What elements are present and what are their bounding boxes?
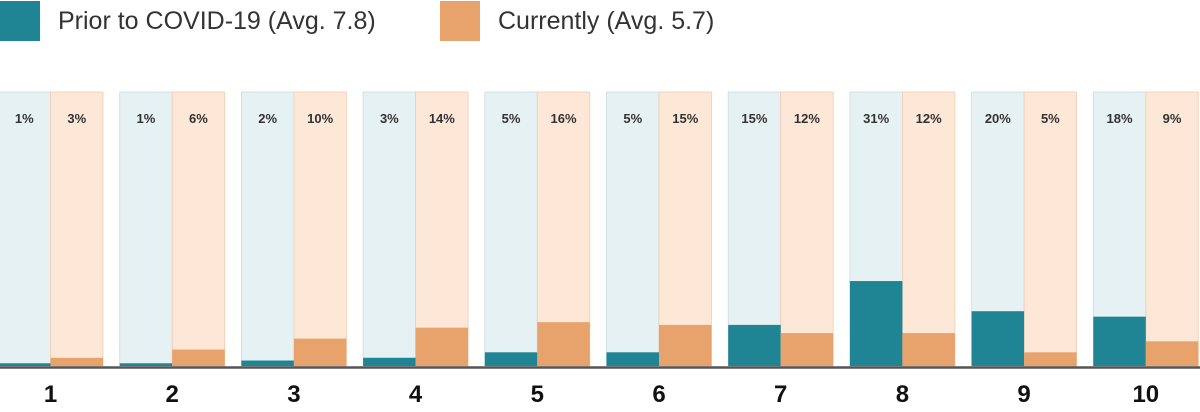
legend-label-prior: Prior to COVID-19 (Avg. 7.8) xyxy=(58,6,376,35)
panel-prior-7 xyxy=(727,91,782,367)
x-tick-label-7: 7 xyxy=(774,381,787,408)
panel-prior-2 xyxy=(119,91,173,367)
panel-current-6 xyxy=(658,91,712,367)
legend-item-prior: Prior to COVID-19 (Avg. 7.8) xyxy=(0,0,376,42)
x-tick-label-8: 8 xyxy=(896,381,909,408)
x-tick-label-2: 2 xyxy=(166,381,179,408)
bar-prior-4 xyxy=(363,357,416,366)
panel-prior-5 xyxy=(484,91,538,367)
data-label-current-3: 10% xyxy=(307,111,333,126)
data-label-prior-7: 15% xyxy=(741,111,767,126)
bar-prior-2 xyxy=(119,363,173,366)
panel-current-5 xyxy=(536,91,591,367)
data-label-current-8: 12% xyxy=(916,111,942,126)
bar-prior-5 xyxy=(484,352,538,366)
legend-swatch-current xyxy=(440,1,480,41)
data-label-current-7: 12% xyxy=(794,111,820,126)
bar-current-2 xyxy=(172,349,225,366)
panel-current-4 xyxy=(415,91,469,367)
bar-current-5 xyxy=(537,322,590,366)
data-label-prior-10: 18% xyxy=(1107,111,1133,126)
data-label-prior-3: 2% xyxy=(258,111,277,126)
panel-current-1 xyxy=(50,91,104,367)
bar-prior-6 xyxy=(606,352,659,366)
bar-current-4 xyxy=(415,327,469,366)
panel-current-7 xyxy=(780,91,834,367)
x-tick-label-5: 5 xyxy=(531,381,544,408)
data-label-prior-8: 31% xyxy=(863,111,889,126)
bar-current-10 xyxy=(1145,341,1199,366)
x-tick-label-6: 6 xyxy=(652,381,665,408)
chart-legend: Prior to COVID-19 (Avg. 7.8) Currently (… xyxy=(0,0,1200,44)
bar-prior-1 xyxy=(0,363,51,366)
panel-current-9 xyxy=(1023,91,1077,367)
bar-prior-3 xyxy=(241,360,294,366)
panel-prior-1 xyxy=(0,91,51,367)
bar-current-7 xyxy=(780,333,834,366)
panel-prior-3 xyxy=(240,91,295,367)
panel-current-10 xyxy=(1145,91,1199,367)
data-label-prior-6: 5% xyxy=(623,111,642,126)
data-label-current-5: 16% xyxy=(551,111,577,126)
bar-prior-10 xyxy=(1093,316,1146,366)
bar-current-6 xyxy=(659,324,712,366)
bar-current-1 xyxy=(50,357,103,366)
data-label-prior-5: 5% xyxy=(502,111,521,126)
bar-prior-7 xyxy=(728,324,781,366)
data-label-current-6: 15% xyxy=(672,111,698,126)
panel-current-8 xyxy=(902,91,956,367)
panel-current-3 xyxy=(293,91,347,367)
x-tick-label-3: 3 xyxy=(287,381,300,408)
bar-current-3 xyxy=(293,338,347,366)
x-tick-label-10: 10 xyxy=(1132,381,1159,408)
panel-prior-6 xyxy=(606,91,660,367)
data-label-prior-2: 1% xyxy=(137,111,156,126)
data-label-current-9: 5% xyxy=(1041,111,1060,126)
legend-item-current: Currently (Avg. 5.7) xyxy=(440,0,714,42)
legend-swatch-prior xyxy=(0,1,40,41)
bar-prior-8 xyxy=(849,281,903,366)
data-label-prior-1: 1% xyxy=(15,111,34,126)
data-label-current-1: 3% xyxy=(67,111,86,126)
x-tick-label-9: 9 xyxy=(1017,381,1030,408)
panel-prior-4 xyxy=(362,91,417,367)
panel-current-2 xyxy=(171,91,226,367)
bar-prior-9 xyxy=(971,311,1025,366)
data-label-current-4: 14% xyxy=(429,111,455,126)
data-label-current-2: 6% xyxy=(189,111,208,126)
x-tick-label-4: 4 xyxy=(409,381,423,408)
bar-current-9 xyxy=(1024,352,1077,366)
data-label-current-10: 9% xyxy=(1163,111,1182,126)
x-tick-label-1: 1 xyxy=(44,381,57,408)
data-label-prior-9: 20% xyxy=(985,111,1011,126)
bar-current-8 xyxy=(902,333,955,366)
data-label-prior-4: 3% xyxy=(380,111,399,126)
legend-label-current: Currently (Avg. 5.7) xyxy=(498,6,715,35)
